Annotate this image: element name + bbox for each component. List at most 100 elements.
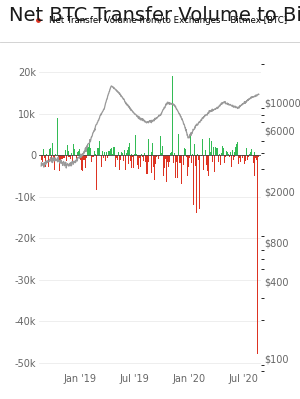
Bar <box>236 144 237 155</box>
Bar <box>238 155 239 168</box>
Bar <box>191 155 192 163</box>
Bar <box>243 155 244 156</box>
Bar <box>139 155 140 158</box>
Bar <box>192 154 193 155</box>
Bar <box>90 148 91 155</box>
Bar <box>173 155 174 163</box>
Bar <box>253 155 254 163</box>
Bar <box>207 155 208 171</box>
Bar <box>145 155 146 162</box>
Bar <box>242 155 243 170</box>
Bar <box>122 155 123 162</box>
Bar <box>159 155 160 156</box>
Bar <box>154 155 155 180</box>
Bar <box>187 155 188 176</box>
Bar <box>42 155 43 162</box>
Bar <box>117 155 118 160</box>
Bar <box>55 154 56 155</box>
Bar <box>54 155 55 169</box>
Bar <box>52 143 53 155</box>
Bar <box>184 150 185 155</box>
Bar <box>220 155 221 165</box>
Bar <box>151 155 152 173</box>
Bar <box>144 153 145 155</box>
Bar <box>77 152 78 155</box>
Bar <box>71 154 72 155</box>
Bar <box>113 147 114 155</box>
Bar <box>54 155 55 170</box>
Bar <box>104 152 105 155</box>
Bar <box>255 155 256 158</box>
Bar <box>101 155 102 167</box>
Bar <box>58 148 59 155</box>
Bar <box>59 155 60 171</box>
Bar <box>114 155 115 165</box>
Bar <box>48 155 49 157</box>
Bar <box>244 155 245 164</box>
Bar <box>133 155 134 168</box>
Bar <box>248 155 249 168</box>
Bar <box>245 155 246 161</box>
Bar <box>157 155 158 157</box>
Bar <box>74 148 75 155</box>
Bar <box>138 155 139 169</box>
Bar <box>219 154 220 155</box>
Bar <box>87 144 88 155</box>
Bar <box>251 152 252 155</box>
Bar <box>254 155 255 176</box>
Bar <box>156 155 157 157</box>
Bar <box>51 155 52 172</box>
Bar <box>110 149 111 155</box>
Bar <box>55 140 56 155</box>
Bar <box>158 155 159 158</box>
Bar <box>183 155 184 165</box>
Bar <box>120 155 121 160</box>
Bar <box>118 152 119 155</box>
Bar <box>171 152 172 155</box>
Bar <box>131 154 132 155</box>
Bar <box>105 155 106 161</box>
Bar <box>180 155 181 156</box>
Bar <box>124 155 125 188</box>
Bar <box>130 74 131 155</box>
Bar <box>127 150 128 155</box>
Bar <box>69 155 70 157</box>
Bar <box>86 155 87 158</box>
Bar <box>197 154 198 155</box>
Bar <box>50 148 51 155</box>
Bar <box>109 155 110 157</box>
Bar <box>94 152 95 155</box>
Bar <box>62 155 63 156</box>
Bar <box>134 154 135 155</box>
Bar <box>246 148 247 155</box>
Bar <box>201 155 202 156</box>
Bar <box>193 155 194 205</box>
Bar <box>160 136 161 155</box>
Bar <box>120 155 121 156</box>
Bar <box>116 155 117 158</box>
Bar <box>97 155 98 158</box>
Bar <box>148 138 149 155</box>
Bar <box>247 155 248 160</box>
Bar <box>147 155 148 174</box>
Bar <box>142 143 143 155</box>
Bar <box>70 155 71 160</box>
Bar <box>176 155 177 162</box>
Bar <box>121 155 122 160</box>
Bar <box>53 155 54 158</box>
Bar <box>215 147 216 155</box>
Bar <box>49 155 50 174</box>
Bar <box>162 146 163 155</box>
Bar <box>165 155 166 159</box>
Bar <box>57 155 58 158</box>
Bar <box>44 155 45 158</box>
Bar <box>136 154 137 155</box>
Bar <box>112 154 113 155</box>
Bar <box>232 150 233 155</box>
Bar <box>182 155 183 165</box>
Bar <box>146 155 147 174</box>
Bar <box>93 155 94 157</box>
Bar <box>118 147 119 155</box>
Bar <box>60 155 61 163</box>
Bar <box>98 148 99 155</box>
